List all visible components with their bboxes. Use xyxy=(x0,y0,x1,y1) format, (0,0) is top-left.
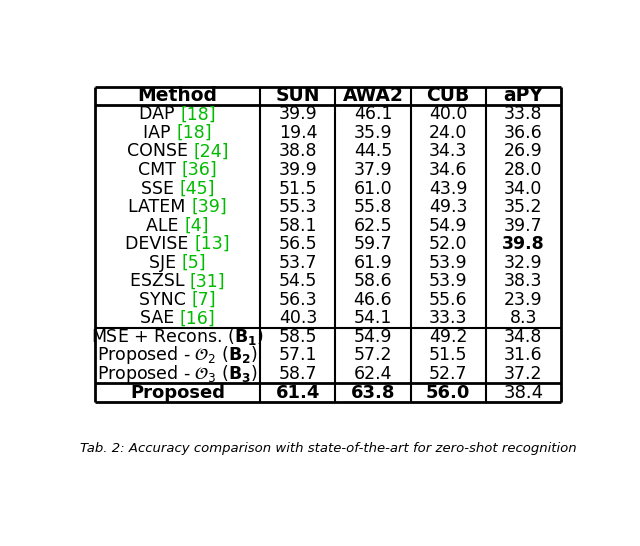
Text: 46.1: 46.1 xyxy=(354,105,392,123)
Text: [13]: [13] xyxy=(195,235,230,253)
Text: 46.6: 46.6 xyxy=(354,291,392,309)
Text: 61.0: 61.0 xyxy=(354,180,392,198)
Text: [7]: [7] xyxy=(191,291,216,309)
Text: SJE: SJE xyxy=(149,254,182,272)
Text: 53.7: 53.7 xyxy=(278,254,317,272)
Text: 57.1: 57.1 xyxy=(278,347,317,365)
Text: 58.5: 58.5 xyxy=(278,328,317,346)
Text: aPY: aPY xyxy=(504,86,543,105)
Text: 39.8: 39.8 xyxy=(502,235,545,253)
Text: [18]: [18] xyxy=(180,105,216,123)
Text: 57.2: 57.2 xyxy=(354,347,392,365)
Text: 56.5: 56.5 xyxy=(278,235,317,253)
Text: 55.8: 55.8 xyxy=(354,198,392,216)
Text: 34.3: 34.3 xyxy=(429,143,467,161)
Text: SUN: SUN xyxy=(276,86,320,105)
Text: 49.3: 49.3 xyxy=(429,198,467,216)
Text: 26.9: 26.9 xyxy=(504,143,543,161)
Text: [16]: [16] xyxy=(180,310,216,328)
Text: 56.0: 56.0 xyxy=(426,384,470,401)
Text: ESZSL: ESZSL xyxy=(130,272,190,290)
Text: 33.3: 33.3 xyxy=(429,310,467,328)
Text: SYNC: SYNC xyxy=(139,291,191,309)
Text: [36]: [36] xyxy=(182,161,217,179)
Text: 54.5: 54.5 xyxy=(279,272,317,290)
Text: 44.5: 44.5 xyxy=(354,143,392,161)
Text: 38.3: 38.3 xyxy=(504,272,543,290)
Text: CUB: CUB xyxy=(426,86,470,105)
Text: AWA2: AWA2 xyxy=(342,86,403,105)
Text: 40.0: 40.0 xyxy=(429,105,467,123)
Text: 24.0: 24.0 xyxy=(429,124,467,142)
Text: [39]: [39] xyxy=(191,198,227,216)
Text: 55.6: 55.6 xyxy=(429,291,467,309)
Text: 55.3: 55.3 xyxy=(278,198,317,216)
Text: [5]: [5] xyxy=(182,254,206,272)
Text: [18]: [18] xyxy=(177,124,212,142)
Text: [31]: [31] xyxy=(190,272,225,290)
Text: CONSE: CONSE xyxy=(127,143,193,161)
Text: Proposed: Proposed xyxy=(130,384,225,401)
Text: 34.6: 34.6 xyxy=(429,161,467,179)
Text: ALE: ALE xyxy=(147,217,184,235)
Text: 63.8: 63.8 xyxy=(351,384,396,401)
Text: LATEM: LATEM xyxy=(129,198,191,216)
Text: 58.7: 58.7 xyxy=(278,365,317,383)
Text: 61.4: 61.4 xyxy=(276,384,320,401)
Text: 34.0: 34.0 xyxy=(504,180,543,198)
Text: SSE: SSE xyxy=(141,180,179,198)
Text: 54.9: 54.9 xyxy=(429,217,467,235)
Text: 54.1: 54.1 xyxy=(354,310,392,328)
Text: Proposed - $\mathcal{O}_3$ ($\mathbf{B_3}$): Proposed - $\mathcal{O}_3$ ($\mathbf{B_3… xyxy=(97,363,258,385)
Text: 35.2: 35.2 xyxy=(504,198,543,216)
Text: 32.9: 32.9 xyxy=(504,254,543,272)
Text: 54.9: 54.9 xyxy=(354,328,392,346)
Text: 39.7: 39.7 xyxy=(504,217,543,235)
Text: 59.7: 59.7 xyxy=(354,235,392,253)
Text: 37.2: 37.2 xyxy=(504,365,543,383)
Text: 38.4: 38.4 xyxy=(503,384,543,401)
Text: 49.2: 49.2 xyxy=(429,328,467,346)
Text: DEVISE: DEVISE xyxy=(125,235,195,253)
Text: 52.0: 52.0 xyxy=(429,235,467,253)
Text: 23.9: 23.9 xyxy=(504,291,543,309)
Text: Tab. 2: Accuracy comparison with state-of-the-art for zero-shot recognition: Tab. 2: Accuracy comparison with state-o… xyxy=(80,442,576,455)
Text: 34.8: 34.8 xyxy=(504,328,543,346)
Text: 51.5: 51.5 xyxy=(278,180,317,198)
Text: 8.3: 8.3 xyxy=(509,310,537,328)
Text: 58.1: 58.1 xyxy=(278,217,317,235)
Text: 39.9: 39.9 xyxy=(278,161,317,179)
Text: [4]: [4] xyxy=(184,217,209,235)
Text: 43.9: 43.9 xyxy=(429,180,467,198)
Text: 31.6: 31.6 xyxy=(504,347,543,365)
Text: 40.3: 40.3 xyxy=(279,310,317,328)
Text: 56.3: 56.3 xyxy=(278,291,317,309)
Text: DAP: DAP xyxy=(140,105,180,123)
Text: 53.9: 53.9 xyxy=(429,272,467,290)
Text: 58.6: 58.6 xyxy=(354,272,392,290)
Text: 28.0: 28.0 xyxy=(504,161,543,179)
Text: 37.9: 37.9 xyxy=(354,161,392,179)
Text: 62.5: 62.5 xyxy=(354,217,392,235)
Text: 52.7: 52.7 xyxy=(429,365,467,383)
Text: 53.9: 53.9 xyxy=(429,254,467,272)
Text: 39.9: 39.9 xyxy=(278,105,317,123)
Text: IAP: IAP xyxy=(143,124,177,142)
Text: [24]: [24] xyxy=(193,143,228,161)
Text: 33.8: 33.8 xyxy=(504,105,543,123)
Text: 35.9: 35.9 xyxy=(354,124,392,142)
Text: 51.5: 51.5 xyxy=(429,347,467,365)
Text: Proposed - $\mathcal{O}_2$ ($\mathbf{B_2}$): Proposed - $\mathcal{O}_2$ ($\mathbf{B_2… xyxy=(97,345,258,366)
Text: 38.8: 38.8 xyxy=(278,143,317,161)
Text: MSE + Recons. ($\mathbf{B_1}$): MSE + Recons. ($\mathbf{B_1}$) xyxy=(91,327,264,347)
Text: 61.9: 61.9 xyxy=(354,254,392,272)
Text: Method: Method xyxy=(138,86,218,105)
Text: SAE: SAE xyxy=(140,310,180,328)
Text: 36.6: 36.6 xyxy=(504,124,543,142)
Text: [45]: [45] xyxy=(179,180,214,198)
Text: CMT: CMT xyxy=(138,161,182,179)
Text: 19.4: 19.4 xyxy=(278,124,317,142)
Text: 62.4: 62.4 xyxy=(354,365,392,383)
